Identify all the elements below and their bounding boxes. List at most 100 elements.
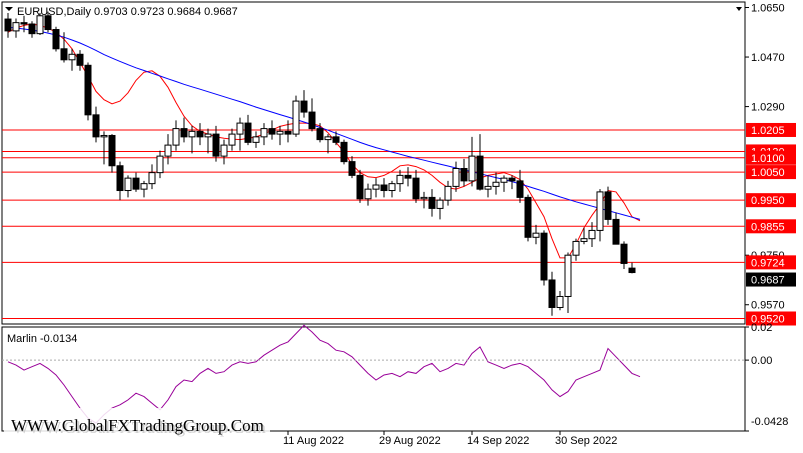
candle-body bbox=[612, 218, 620, 245]
candle-body bbox=[92, 114, 100, 138]
ma-slow-line bbox=[7, 26, 641, 220]
candle-body bbox=[572, 240, 580, 256]
candle-body bbox=[244, 122, 252, 143]
candle-body bbox=[100, 134, 108, 138]
candle-body bbox=[44, 15, 52, 31]
candle-body bbox=[420, 196, 428, 200]
candle-body bbox=[28, 23, 36, 35]
candle-body bbox=[524, 196, 532, 238]
candle-body bbox=[260, 128, 268, 138]
level-label: 0.9855 bbox=[751, 221, 785, 233]
candle-body bbox=[516, 180, 524, 198]
current-price-label: 0.9687 bbox=[751, 275, 785, 287]
candle-body bbox=[484, 185, 492, 190]
candle-body bbox=[220, 144, 228, 157]
candle-body bbox=[4, 18, 12, 32]
x-tick-label: 11 Aug 2022 bbox=[283, 435, 344, 447]
candle-body bbox=[60, 48, 68, 61]
candle-body bbox=[412, 177, 420, 200]
level-label: 1.0100 bbox=[751, 153, 785, 165]
candle-body bbox=[556, 295, 564, 308]
candle-body bbox=[164, 144, 172, 157]
candle-body bbox=[52, 29, 60, 50]
candle-body bbox=[468, 155, 476, 182]
candle-body bbox=[172, 128, 180, 146]
candle-body bbox=[340, 141, 348, 163]
candle-body bbox=[108, 134, 116, 167]
candle-body bbox=[436, 199, 444, 209]
x-tick-label: 29 Aug 2022 bbox=[379, 435, 441, 447]
candle-body bbox=[604, 191, 612, 220]
candle-body bbox=[76, 53, 84, 66]
candle-body bbox=[116, 165, 124, 192]
candle-body bbox=[140, 183, 148, 190]
indicator-tick-label: -0.0428 bbox=[751, 416, 788, 428]
candle-body bbox=[492, 181, 500, 187]
level-label: 0.9724 bbox=[751, 257, 785, 269]
symbol-dropdown-icon[interactable] bbox=[5, 7, 13, 11]
y-tick-label: 1.0650 bbox=[751, 3, 785, 15]
indicator-title: Marlin -0.0134 bbox=[7, 333, 77, 345]
price-panel-frame bbox=[1, 1, 746, 325]
candle-body bbox=[548, 279, 556, 308]
candle-body bbox=[308, 111, 316, 130]
svg-text:WWW.GlobalFXTradingGroup.Com: WWW.GlobalFXTradingGroup.Com bbox=[11, 416, 264, 435]
candle-body bbox=[444, 185, 452, 201]
candle-body bbox=[12, 22, 20, 32]
candle-body bbox=[380, 184, 388, 192]
level-label: 0.9520 bbox=[751, 313, 785, 325]
candle-body bbox=[68, 53, 76, 61]
candle-body bbox=[188, 130, 196, 138]
indicator-tick-label: 0.02 bbox=[751, 322, 772, 334]
level-label: 0.9950 bbox=[751, 195, 785, 207]
level-label: 1.0205 bbox=[751, 125, 785, 137]
moving-averages-layer bbox=[7, 23, 641, 259]
candle-body bbox=[540, 232, 548, 281]
candle-body bbox=[364, 188, 372, 200]
candle-body bbox=[284, 130, 292, 135]
candle-body bbox=[348, 161, 356, 176]
level-label-box bbox=[746, 219, 796, 234]
candle-body bbox=[148, 172, 156, 185]
candle-body bbox=[500, 177, 508, 183]
level-label-box bbox=[746, 193, 796, 208]
candle-body bbox=[228, 133, 236, 146]
candle-body bbox=[212, 133, 220, 157]
candle-body bbox=[84, 64, 92, 116]
chart-shift-icon[interactable] bbox=[736, 7, 742, 11]
candle-body bbox=[460, 168, 468, 182]
candle-body bbox=[196, 130, 204, 138]
candle-body bbox=[628, 267, 636, 274]
candle-body bbox=[372, 184, 380, 190]
candle-body bbox=[428, 196, 436, 209]
candle-body bbox=[532, 232, 540, 238]
candle-body bbox=[204, 133, 212, 138]
y-tick-label: 1.0470 bbox=[751, 52, 785, 64]
candle-body bbox=[620, 243, 628, 264]
candle-body bbox=[476, 155, 484, 190]
candle-body bbox=[20, 22, 28, 25]
candle-body bbox=[324, 136, 332, 141]
svg-text:WWW.GlobalFXTradingGroup.Com: WWW.GlobalFXTradingGroup.Com bbox=[13, 418, 266, 437]
candle-body bbox=[252, 136, 260, 143]
candle-body bbox=[388, 183, 396, 192]
candle-body bbox=[276, 130, 284, 135]
candle-body bbox=[588, 229, 596, 240]
candle-body bbox=[292, 100, 300, 135]
candle-body bbox=[316, 128, 324, 141]
oscillator-layer bbox=[2, 324, 745, 424]
price-axis: 1.06501.04701.02900.97500.95701.02051.01… bbox=[745, 3, 796, 326]
candle-body bbox=[300, 100, 308, 113]
candle-body bbox=[452, 168, 460, 187]
candle-body bbox=[332, 136, 340, 143]
candle-body bbox=[36, 15, 44, 35]
candle-body bbox=[124, 177, 132, 192]
level-label-box bbox=[746, 255, 796, 270]
candle-body bbox=[156, 155, 164, 174]
level-label-box bbox=[746, 122, 796, 137]
y-tick-label: 0.9570 bbox=[751, 300, 785, 312]
candles-layer bbox=[4, 11, 636, 316]
level-label-box bbox=[746, 311, 796, 326]
level-label: 1.0050 bbox=[751, 167, 785, 179]
